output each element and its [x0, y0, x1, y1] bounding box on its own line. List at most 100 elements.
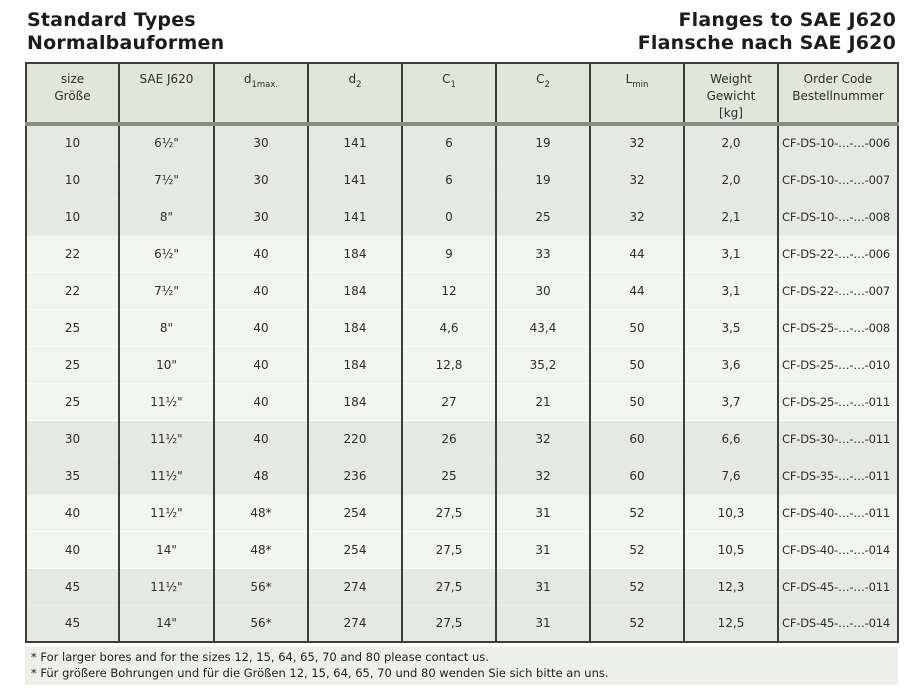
col-header-lmin: Lmin	[589, 63, 684, 126]
cell-d1max: 56*	[213, 605, 308, 642]
cell-sae-j620: 6½"	[118, 124, 214, 162]
cell-lmin: 52	[589, 605, 684, 642]
cell-c1: 27,5	[401, 494, 496, 532]
cell-size: 45	[26, 605, 119, 642]
cell-size: 25	[26, 309, 119, 347]
cell-lmin: 52	[589, 494, 684, 532]
cell-d1max: 48*	[213, 494, 308, 532]
cell-weight-kg: 12,3	[683, 568, 778, 606]
cell-c1: 12,8	[401, 346, 496, 384]
cell-c1: 27,5	[401, 605, 496, 642]
cell-c2: 31	[495, 568, 590, 606]
cell-weight-kg: 3,1	[683, 272, 778, 310]
cell-c1: 27,5	[401, 531, 496, 569]
cell-order-code: CF-DS-10-…-…-007	[777, 161, 898, 199]
cell-order-code: CF-DS-40-…-…-011	[777, 494, 898, 532]
cell-size: 22	[26, 235, 119, 273]
cell-weight-kg: 10,5	[683, 531, 778, 569]
cell-d1max: 48*	[213, 531, 308, 569]
cell-c2: 31	[495, 531, 590, 569]
cell-c2: 30	[495, 272, 590, 310]
cell-lmin: 32	[589, 198, 684, 236]
col-header-d1max: d1max.	[213, 63, 308, 126]
col-header-size: size Größe	[26, 63, 119, 126]
table-row: 10 6½" 30 141 6 19 32 2,0 CF-DS-10-…-…-006	[26, 124, 898, 162]
footnote-english: * For larger bores and for the sizes 12,…	[31, 650, 489, 664]
cell-c1: 6	[401, 161, 496, 199]
cell-order-code: CF-DS-25-…-…-008	[777, 309, 898, 347]
cell-c1: 27	[401, 383, 496, 421]
table-row: 45 14" 56* 274 27,5 31 52 12,5 CF-DS-45-…-…-014	[26, 605, 898, 642]
title-english: Standard Types	[27, 9, 196, 31]
cell-d2: 141	[307, 161, 402, 199]
cell-order-code: CF-DS-10-…-…-006	[777, 124, 898, 162]
subtitle-german: Flansche nach SAE J620	[637, 32, 896, 54]
subtitle-english: Flanges to SAE J620	[678, 9, 896, 31]
cell-d2: 254	[307, 531, 402, 569]
table-body: 10 6½" 30 141 6 19 32 2,0 CF-DS-10-…-…-006 10 7½" 3…	[26, 124, 898, 642]
cell-sae-j620: 8"	[118, 198, 214, 236]
cell-size: 10	[26, 198, 119, 236]
cell-order-code: CF-DS-22-…-…-007	[777, 272, 898, 310]
col-header-sae-j620: SAE J620	[118, 63, 214, 126]
cell-c1: 6	[401, 124, 496, 162]
cell-d1max: 40	[213, 309, 308, 347]
cell-size: 40	[26, 494, 119, 532]
cell-c1: 4,6	[401, 309, 496, 347]
cell-d2: 141	[307, 198, 402, 236]
cell-d1max: 56*	[213, 568, 308, 606]
cell-d2: 236	[307, 457, 402, 495]
cell-weight-kg: 10,3	[683, 494, 778, 532]
cell-c2: 31	[495, 494, 590, 532]
cell-size: 35	[26, 457, 119, 495]
cell-lmin: 52	[589, 568, 684, 606]
cell-c2: 19	[495, 161, 590, 199]
cell-size: 25	[26, 383, 119, 421]
cell-sae-j620: 11½"	[118, 568, 214, 606]
col-header-weight: Weight Gewicht [kg]	[683, 63, 778, 126]
table-row: 25 10" 40 184 12,8 35,2 50 3,6 CF-DS-25-…-…-010	[26, 346, 898, 384]
title-block-right: Flanges to SAE J620 Flansche nach SAE J6…	[638, 9, 896, 55]
title-block-left: Standard Types Normalbauformen	[27, 9, 224, 55]
table-header-row: size Größe SAE J620 d1max. d2 C1 C2	[26, 63, 898, 126]
table-row: 45 11½" 56* 274 27,5 31 52 12,3 CF-DS-45-…-…-011	[26, 568, 898, 606]
cell-c2: 43,4	[495, 309, 590, 347]
cell-sae-j620: 11½"	[118, 383, 214, 421]
table-row: 22 6½" 40 184 9 33 44 3,1 CF-DS-22-…-…-006	[26, 235, 898, 273]
cell-d1max: 40	[213, 235, 308, 273]
cell-d2: 184	[307, 383, 402, 421]
cell-c1: 25	[401, 457, 496, 495]
col-header-d2: d2	[307, 63, 402, 126]
cell-size: 10	[26, 161, 119, 199]
table-row: 40 14" 48* 254 27,5 31 52 10,5 CF-DS-40-…-…-014	[26, 531, 898, 569]
cell-weight-kg: 7,6	[683, 457, 778, 495]
footnote-german: * Für größere Bohrungen und für die Größ…	[31, 665, 609, 680]
cell-sae-j620: 10"	[118, 346, 214, 384]
page-header: Standard Types Normalbauformen Flanges t…	[0, 0, 922, 62]
cell-c2: 25	[495, 198, 590, 236]
cell-d1max: 40	[213, 346, 308, 384]
col-header-c1: C1	[401, 63, 496, 126]
cell-d2: 184	[307, 235, 402, 273]
cell-sae-j620: 7½"	[118, 161, 214, 199]
cell-lmin: 32	[589, 161, 684, 199]
cell-c1: 0	[401, 198, 496, 236]
cell-c2: 33	[495, 235, 590, 273]
cell-order-code: CF-DS-10-…-…-008	[777, 198, 898, 236]
cell-lmin: 50	[589, 309, 684, 347]
cell-lmin: 50	[589, 383, 684, 421]
cell-lmin: 32	[589, 124, 684, 162]
cell-sae-j620: 11½"	[118, 494, 214, 532]
cell-d1max: 30	[213, 161, 308, 199]
table-row: 30 11½" 40 220 26 32 60 6,6 CF-DS-30-…-…-011	[26, 420, 898, 458]
cell-sae-j620: 14"	[118, 531, 214, 569]
cell-c2: 19	[495, 124, 590, 162]
cell-lmin: 60	[589, 420, 684, 458]
cell-weight-kg: 2,0	[683, 161, 778, 199]
cell-order-code: CF-DS-45-…-…-011	[777, 568, 898, 606]
cell-sae-j620: 11½"	[118, 457, 214, 495]
cell-weight-kg: 2,0	[683, 124, 778, 162]
cell-lmin: 44	[589, 272, 684, 310]
cell-lmin: 44	[589, 235, 684, 273]
cell-d2: 274	[307, 568, 402, 606]
